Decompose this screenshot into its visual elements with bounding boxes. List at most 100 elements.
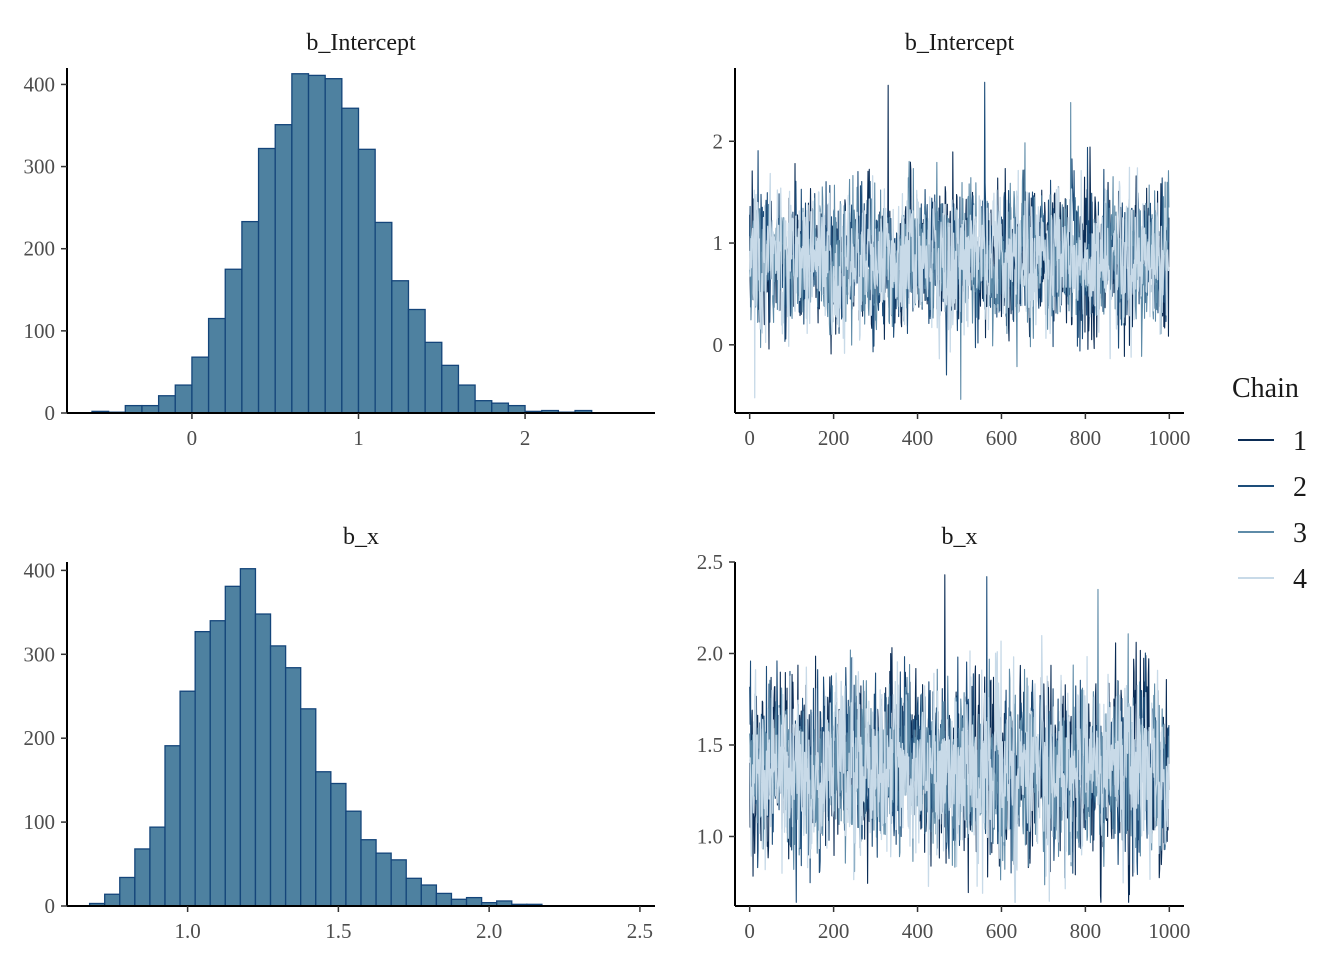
histogram-bar <box>179 690 196 907</box>
histogram-bar <box>157 395 176 414</box>
panel-1: b_Intercept 0 1 2 0 100 200 300 400 <box>24 30 655 450</box>
trace-chain-4 <box>749 166 1170 399</box>
y-tick-label: 1.5 <box>697 733 723 757</box>
histogram-bar <box>257 147 276 414</box>
panel-title: b_Intercept <box>306 30 416 56</box>
histogram-bar <box>269 645 287 907</box>
legend-label: 2 <box>1293 472 1307 503</box>
y-tick-label: 100 <box>24 810 56 834</box>
histogram-bar <box>224 268 243 414</box>
x-tick-label: 0 <box>744 426 755 450</box>
legend-item-1: 1 <box>1238 426 1307 457</box>
histogram-bar <box>149 826 166 907</box>
y-tick-label: 300 <box>24 155 56 179</box>
panel-3: b_x 1.0 1.5 2.0 2.5 0 100 200 300 400 <box>24 524 655 943</box>
histogram-bar <box>119 876 136 907</box>
x-tick-label: 800 <box>1070 919 1102 943</box>
x-tick-label: 600 <box>986 919 1018 943</box>
histogram-bar <box>207 317 226 414</box>
histogram-bar <box>241 220 260 414</box>
x-tick-label: 1 <box>353 426 364 450</box>
histogram-bar <box>491 402 510 414</box>
trace-lines <box>749 574 1170 903</box>
x-tick-label: 400 <box>902 426 934 450</box>
histogram-bar <box>134 848 151 907</box>
y-tick-label: 400 <box>24 558 56 582</box>
histogram-bar <box>164 745 181 907</box>
histogram-bar <box>330 782 347 907</box>
y-tick-label: 2 <box>713 129 724 153</box>
y-tick-label: 1.0 <box>697 824 723 848</box>
histogram-bar <box>291 73 310 414</box>
y-tick-label: 200 <box>24 237 56 261</box>
panel-title: b_x <box>343 524 379 550</box>
legend-label: 4 <box>1293 564 1307 595</box>
panel-title: b_Intercept <box>905 30 1015 56</box>
histogram-bar <box>274 124 293 414</box>
y-tick-label: 0 <box>45 894 56 918</box>
y-tick-label: 100 <box>24 319 56 343</box>
trace-chain-4 <box>749 635 1170 903</box>
histogram-bar <box>104 893 121 907</box>
histogram-bars <box>91 73 593 414</box>
histogram-bar <box>191 356 210 414</box>
x-tick-label: 1.0 <box>174 919 200 943</box>
x-tick-label: 400 <box>902 919 934 943</box>
x-tick-label: 0 <box>187 426 198 450</box>
y-tick-label: 2.0 <box>697 641 723 665</box>
x-tick-label: 2 <box>520 426 531 450</box>
y-tick-label: 1 <box>713 231 724 255</box>
histogram-bar <box>360 839 377 907</box>
histogram-bar <box>307 74 326 414</box>
histogram-bar <box>507 404 526 414</box>
legend-title: Chain <box>1232 373 1299 404</box>
x-tick-label: 2.0 <box>476 919 502 943</box>
y-tick-label: 300 <box>24 642 56 666</box>
histogram-bar <box>124 404 143 414</box>
histogram-bar <box>224 585 242 907</box>
x-tick-label: 800 <box>1070 426 1102 450</box>
histogram-bar <box>254 613 272 907</box>
histogram-bar <box>474 400 493 414</box>
histogram-bar <box>194 630 211 907</box>
x-tick-label: 1000 <box>1148 919 1190 943</box>
histogram-bar <box>174 384 193 414</box>
histogram-bars <box>88 568 543 907</box>
legend-label: 1 <box>1293 426 1307 457</box>
histogram-bar <box>375 852 392 907</box>
y-tick-label: 0 <box>45 401 56 425</box>
histogram-bar <box>341 107 360 414</box>
histogram-bar <box>457 384 476 414</box>
histogram-bar <box>357 148 376 414</box>
y-tick-label: 0 <box>713 333 724 357</box>
histogram-bar <box>209 620 226 907</box>
histogram-bar <box>315 771 332 907</box>
histogram-bar <box>390 859 407 907</box>
panel-title: b_x <box>942 524 978 550</box>
x-tick-label: 200 <box>818 919 850 943</box>
histogram-bar <box>450 898 468 907</box>
panel-4: b_x 0 200 400 600 800 1000 1.0 1.5 2.0 2.5 <box>697 524 1191 943</box>
x-tick-label: 1000 <box>1148 426 1190 450</box>
trace-lines <box>749 81 1170 400</box>
histogram-bar <box>284 667 302 907</box>
histogram-bar <box>424 341 443 414</box>
chain-legend: Chain 1 2 3 4 <box>1232 373 1307 595</box>
histogram-bar <box>420 884 438 907</box>
histogram-bar <box>324 78 343 414</box>
histogram-bar <box>239 568 257 907</box>
y-tick-label: 2.5 <box>697 550 723 574</box>
legend-item-4: 4 <box>1238 564 1307 595</box>
histogram-bar <box>407 308 426 414</box>
y-tick-label: 200 <box>24 726 56 750</box>
histogram-bar <box>405 877 422 907</box>
histogram-bar <box>141 404 160 414</box>
histogram-bar <box>374 221 393 414</box>
y-tick-label: 400 <box>24 72 56 96</box>
legend-item-2: 2 <box>1238 472 1307 503</box>
legend-item-3: 3 <box>1238 518 1307 549</box>
histogram-bar <box>435 892 453 907</box>
histogram-bar <box>391 280 410 414</box>
histogram-bar <box>441 364 460 414</box>
